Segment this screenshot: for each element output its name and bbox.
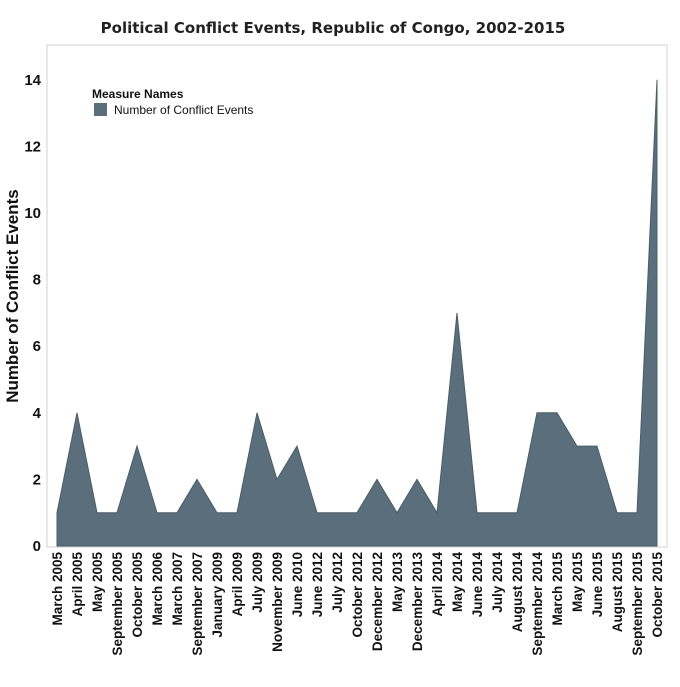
data-point[interactable] bbox=[355, 511, 359, 515]
y-axis: 0 2 4 6 8 10 12 14 bbox=[24, 72, 41, 555]
x-tick-label: July 2009 bbox=[250, 552, 265, 613]
y-tick-label: 14 bbox=[24, 72, 41, 89]
x-tick-label: September 2014 bbox=[530, 552, 545, 656]
x-tick-label: October 2015 bbox=[650, 552, 665, 638]
series-area[interactable] bbox=[56, 79, 658, 547]
data-point[interactable] bbox=[655, 78, 659, 82]
chart-title: Political Conflict Events, Republic of C… bbox=[101, 19, 566, 37]
data-point[interactable] bbox=[495, 511, 499, 515]
y-tick-label: 8 bbox=[33, 272, 41, 289]
x-tick-label: June 2014 bbox=[470, 552, 485, 618]
data-point[interactable] bbox=[115, 511, 119, 515]
x-tick-label: October 2012 bbox=[350, 552, 365, 638]
legend[interactable]: Measure Names Number of Conflict Events bbox=[92, 87, 253, 117]
x-tick-label: April 2005 bbox=[70, 552, 85, 617]
data-point[interactable] bbox=[75, 411, 79, 415]
x-tick-label: November 2009 bbox=[270, 552, 285, 652]
x-tick-label: January 2009 bbox=[210, 552, 225, 638]
data-point[interactable] bbox=[395, 511, 399, 515]
x-tick-label: April 2009 bbox=[230, 552, 245, 617]
x-tick-label: June 2010 bbox=[290, 552, 305, 617]
x-tick-label: May 2005 bbox=[90, 552, 105, 613]
x-tick-label: May 2013 bbox=[390, 552, 405, 613]
x-tick-label: July 2012 bbox=[330, 552, 345, 613]
x-tick-label: March 2006 bbox=[150, 552, 165, 626]
data-point[interactable] bbox=[215, 511, 219, 515]
data-point[interactable] bbox=[555, 411, 559, 415]
x-axis: March 2005 April 2005 May 2005 September 20… bbox=[50, 552, 665, 656]
x-tick-label: August 2014 bbox=[510, 552, 525, 633]
x-tick-label: April 2014 bbox=[430, 552, 445, 617]
data-point[interactable] bbox=[615, 511, 619, 515]
x-tick-label: May 2014 bbox=[450, 552, 465, 613]
x-tick-label: June 2012 bbox=[310, 552, 325, 617]
data-point[interactable] bbox=[135, 444, 139, 448]
x-tick-label: December 2013 bbox=[410, 552, 425, 652]
data-point[interactable] bbox=[175, 511, 179, 515]
x-tick-label: March 2005 bbox=[50, 552, 65, 626]
data-point[interactable] bbox=[95, 511, 99, 515]
y-axis-title: Number of Conflict Events bbox=[3, 189, 22, 402]
data-point[interactable] bbox=[635, 511, 639, 515]
data-point[interactable] bbox=[315, 511, 319, 515]
legend-entry-label: Number of Conflict Events bbox=[114, 103, 253, 117]
legend-title: Measure Names bbox=[92, 87, 184, 101]
x-tick-label: May 2015 bbox=[570, 552, 585, 613]
data-point[interactable] bbox=[335, 511, 339, 515]
x-tick-label: July 2014 bbox=[490, 552, 505, 613]
data-point[interactable] bbox=[375, 477, 379, 481]
y-tick-label: 6 bbox=[33, 338, 41, 355]
data-point[interactable] bbox=[575, 444, 579, 448]
data-point[interactable] bbox=[275, 477, 279, 481]
y-tick-label: 4 bbox=[33, 405, 42, 422]
data-point[interactable] bbox=[535, 411, 539, 415]
x-tick-label: June 2015 bbox=[590, 552, 605, 618]
data-point[interactable] bbox=[455, 311, 459, 315]
data-point[interactable] bbox=[155, 511, 159, 515]
plot-frame bbox=[46, 44, 668, 548]
x-tick-label: August 2015 bbox=[610, 552, 625, 633]
data-point[interactable] bbox=[475, 511, 479, 515]
x-tick-label: March 2015 bbox=[550, 552, 565, 626]
data-point[interactable] bbox=[435, 511, 439, 515]
y-tick-label: 2 bbox=[33, 471, 41, 488]
data-point[interactable] bbox=[55, 511, 59, 515]
x-tick-label: September 2005 bbox=[110, 552, 125, 656]
y-tick-label: 12 bbox=[24, 138, 41, 155]
data-point[interactable] bbox=[235, 511, 239, 515]
area-layer bbox=[55, 78, 659, 547]
data-point[interactable] bbox=[595, 444, 599, 448]
y-tick-label: 0 bbox=[33, 538, 41, 555]
data-point[interactable] bbox=[295, 444, 299, 448]
data-point[interactable] bbox=[195, 477, 199, 481]
data-point[interactable] bbox=[255, 411, 259, 415]
x-tick-label: March 2007 bbox=[170, 552, 185, 626]
x-tick-label: September 2007 bbox=[190, 552, 205, 656]
data-point[interactable] bbox=[515, 511, 519, 515]
y-tick-label: 10 bbox=[24, 205, 41, 222]
x-tick-label: October 2005 bbox=[130, 552, 145, 638]
x-tick-label: September 2015 bbox=[630, 552, 645, 656]
legend-swatch bbox=[94, 103, 107, 116]
data-point[interactable] bbox=[415, 477, 419, 481]
x-tick-label: December 2012 bbox=[370, 552, 385, 651]
